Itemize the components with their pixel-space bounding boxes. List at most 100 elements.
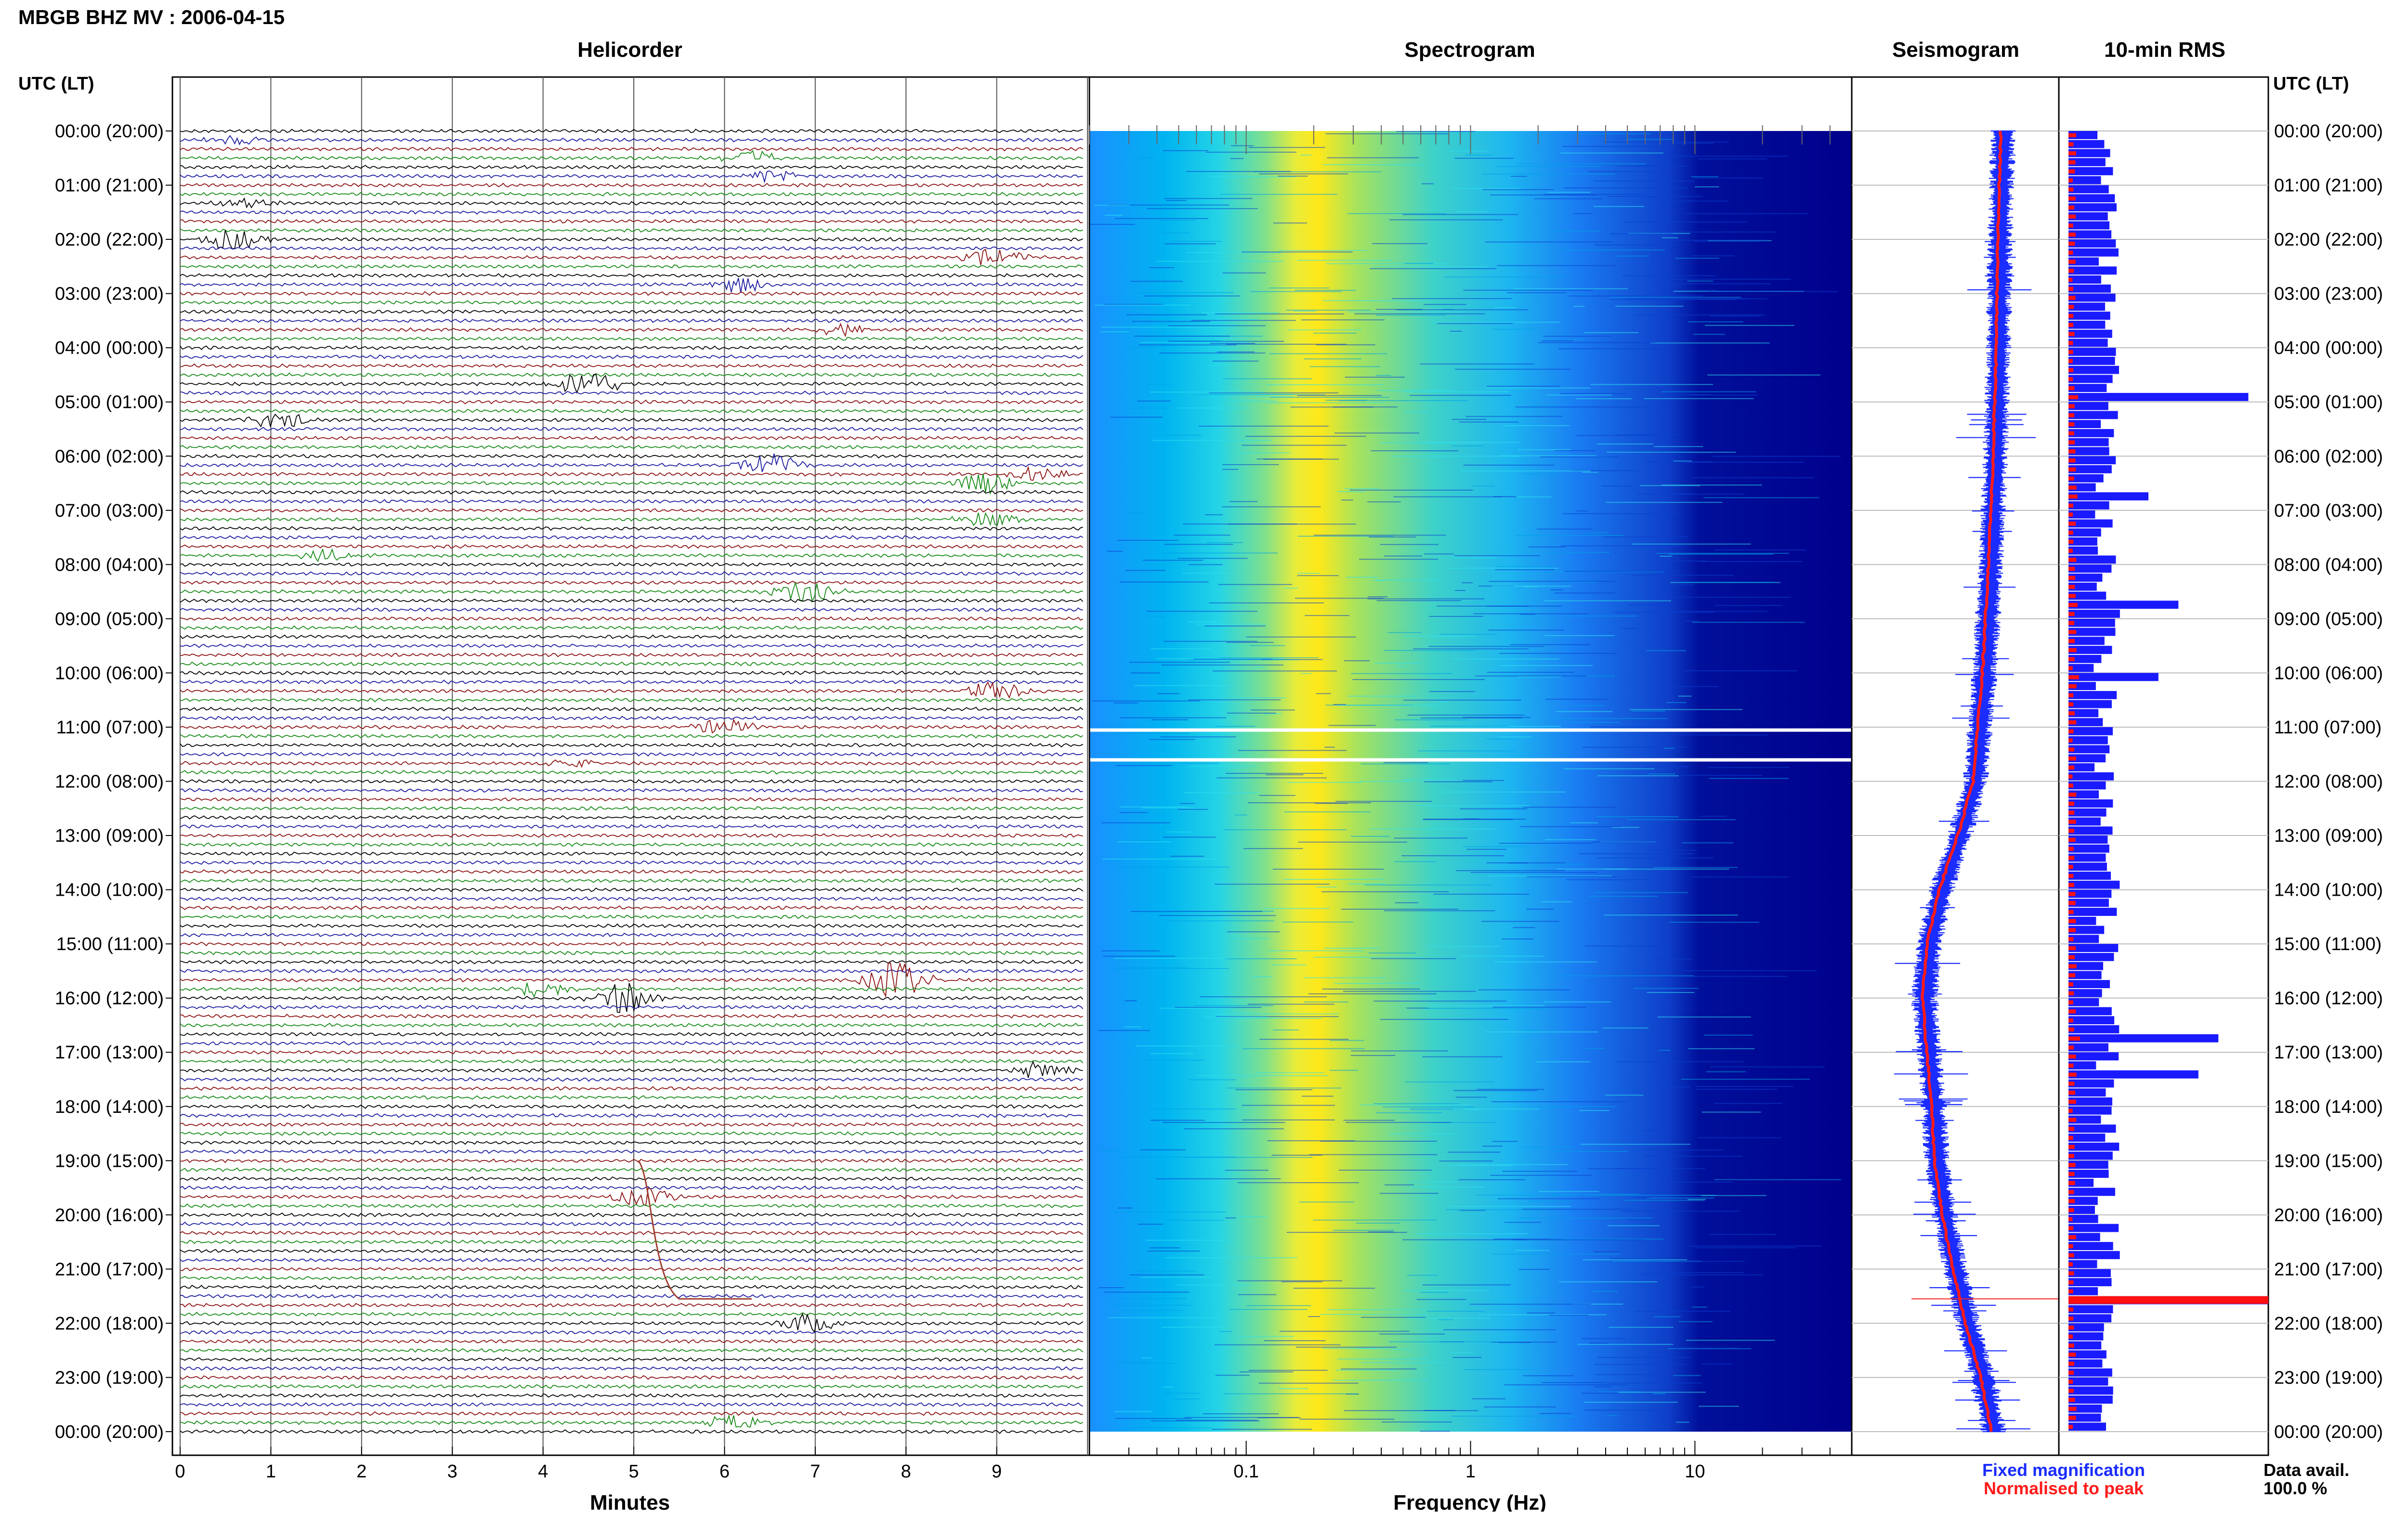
spectrogram-streak — [1183, 523, 1297, 525]
rms-fixed-bar — [2068, 1359, 2103, 1368]
spectrogram-streak — [1212, 670, 1337, 672]
rms-normalised-bar — [2068, 883, 2074, 887]
helicorder-trace — [180, 183, 1083, 188]
spectrogram-streak — [1271, 1154, 1322, 1156]
spectrogram-streak — [1422, 1284, 1511, 1286]
spectrogram-streak — [1493, 1239, 1562, 1240]
spectrogram-streak — [1348, 883, 1386, 885]
rms-normalised-bar — [2068, 783, 2073, 788]
spectrogram-streak — [1513, 288, 1628, 289]
rms-fixed-bar — [2068, 402, 2108, 410]
spectrogram-streak — [1119, 806, 1187, 808]
spectrogram-streak — [1668, 1181, 1733, 1183]
spectrogram-streak — [1350, 1055, 1396, 1056]
spectrogram-streak — [1560, 545, 1682, 547]
spectrogram-streak — [1238, 452, 1290, 454]
spectrogram-streak — [1421, 1292, 1448, 1293]
spectrogram-streak — [1337, 1358, 1428, 1360]
helicorder-trace — [180, 318, 1084, 323]
spectrogram-streak — [1591, 841, 1656, 843]
spectrogram-streak — [1499, 843, 1592, 844]
time-label-left: 02:00 (22:00) — [55, 230, 164, 250]
helicorder-trace — [180, 962, 1083, 998]
spectrogram-streak — [1294, 311, 1317, 312]
rms-fixed-bar — [2068, 610, 2120, 618]
spectrogram-streak — [1668, 553, 1774, 555]
helicorder-trace — [180, 490, 1083, 495]
rms-normalised-bar — [2068, 1289, 2073, 1294]
rms-fixed-bar — [2068, 329, 2112, 338]
rms-normalised-bar — [2068, 1380, 2073, 1384]
spectrogram-streak — [1183, 1157, 1313, 1158]
spectrogram-streak — [1320, 1314, 1428, 1315]
helicorder-trace — [180, 653, 1083, 657]
rms-fixed-bar — [2068, 1214, 2098, 1223]
spectrogram-streak — [1149, 267, 1175, 268]
spectrogram-streak — [1452, 658, 1559, 660]
spectrogram-streak — [1562, 513, 1681, 514]
rms-fixed-bar — [2068, 1170, 2109, 1178]
spectrogram-streak — [1514, 1250, 1549, 1251]
rms-fixed-bar — [2068, 989, 2102, 997]
rms-normalised-bar — [2068, 810, 2075, 815]
spectrogram-streak — [1300, 673, 1312, 674]
spectrogram-streak — [1437, 323, 1513, 324]
spectrogram-streak — [1596, 857, 1714, 859]
spectrogram-streak — [1170, 241, 1222, 242]
rms-normalised-bar — [2068, 1145, 2075, 1149]
helicorder-trace — [180, 1041, 1083, 1046]
spectrogram-streak — [1144, 295, 1240, 297]
rms-normalised-bar — [2068, 539, 2074, 544]
spectrogram-streak — [1453, 1357, 1482, 1358]
spectrogram-streak — [1490, 1175, 1592, 1176]
helicorder-trace — [180, 1303, 1083, 1308]
spectrogram-streak — [1293, 1288, 1375, 1289]
spectrogram-streak — [1422, 183, 1434, 184]
helicorder-trace — [180, 408, 1084, 414]
rms-fixed-bar — [2068, 745, 2110, 754]
rms-fixed-bar — [2068, 239, 2116, 248]
spectrogram-streak — [1361, 763, 1450, 765]
rms-normalised-bar — [2068, 738, 2073, 743]
spectrogram-streak — [1610, 1258, 1652, 1259]
spectrogram-streak — [1354, 313, 1485, 314]
spectrogram-streak — [1495, 566, 1554, 567]
rms-fixed-bar — [2068, 908, 2117, 916]
spectrogram-streak — [1131, 911, 1263, 912]
helicorder-trace — [180, 1293, 1083, 1299]
spectrogram-streak — [1543, 194, 1646, 195]
rms-normalised-bar — [2068, 476, 2074, 481]
spectrogram-streak — [1537, 1106, 1617, 1108]
spectrogram-streak — [1197, 1075, 1328, 1076]
helicorder-trace — [180, 824, 1084, 829]
spectrogram-streak — [1316, 693, 1331, 694]
spectrogram-streak — [1219, 657, 1319, 659]
spectrogram-streak — [1486, 386, 1560, 387]
spectrogram-streak — [1576, 295, 1591, 296]
spectrogram-streak — [1111, 1305, 1193, 1306]
rms-normalised-bar — [2068, 1226, 2074, 1230]
spectrogram-streak — [1595, 1374, 1662, 1375]
spectrogram-streak — [1215, 1374, 1250, 1376]
rms-normalised-bar — [2068, 522, 2076, 526]
spectrogram-streak — [1556, 711, 1613, 712]
spectrogram-streak — [1447, 1151, 1501, 1153]
rms-normalised-bar — [2068, 1244, 2073, 1249]
spectrogram-streak — [1234, 697, 1286, 699]
time-label-right: 02:00 (22:00) — [2274, 230, 2383, 250]
helicorder-trace — [180, 842, 1083, 847]
helicorder-trace — [180, 869, 1083, 874]
spectrogram-streak — [1653, 156, 1788, 157]
time-label-left: 17:00 (13:00) — [55, 1043, 164, 1063]
rms-normalised-bar — [2068, 359, 2073, 364]
helicorder-trace — [180, 1240, 1083, 1244]
spectrogram-streak — [1346, 576, 1378, 578]
spectrogram-streak — [1646, 1149, 1723, 1151]
rms-fixed-bar — [2068, 411, 2118, 419]
rms-normalised-bar — [2068, 639, 2075, 643]
spectrogram-streak — [1691, 1286, 1705, 1288]
helicorder-trace — [180, 806, 1083, 811]
spectrogram-streak — [1544, 635, 1615, 636]
helicorder-trace — [180, 1276, 1083, 1281]
spectrogram-streak — [1518, 163, 1646, 165]
